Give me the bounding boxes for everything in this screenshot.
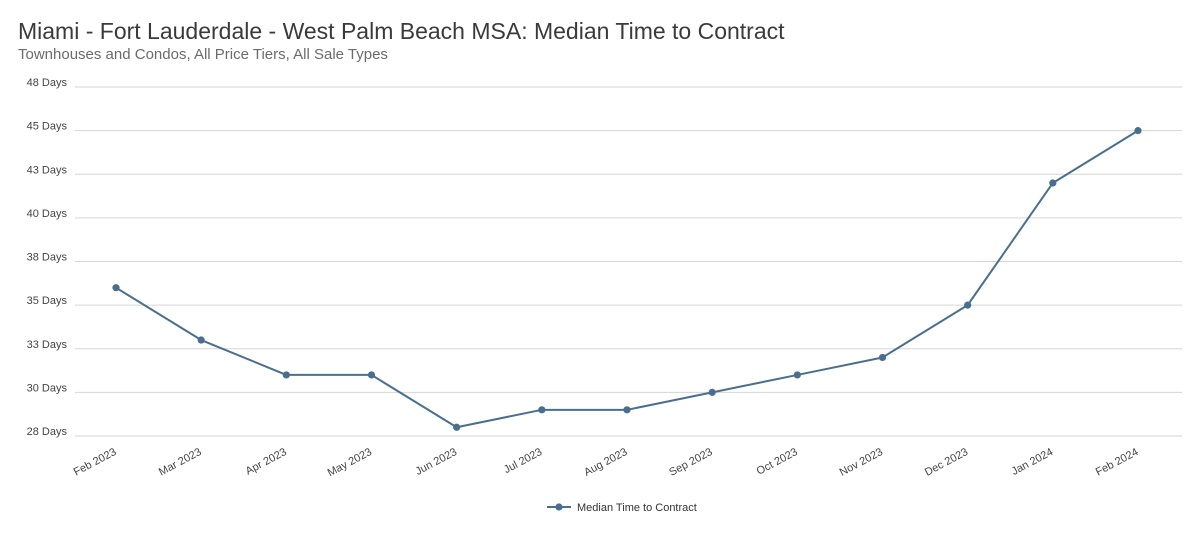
x-tick-label: Jun 2023 <box>413 446 459 478</box>
legend-dot-marker <box>555 503 563 511</box>
data-point[interactable] <box>453 423 461 431</box>
data-point[interactable] <box>878 353 887 362</box>
data-point[interactable] <box>793 371 801 379</box>
x-tick-label: Oct 2023 <box>755 446 800 478</box>
chart-title: Miami - Fort Lauderdale - West Palm Beac… <box>18 18 785 44</box>
x-tick-label: Feb 2024 <box>1094 446 1141 478</box>
data-point[interactable] <box>708 388 716 396</box>
x-tick-label: Sep 2023 <box>667 446 714 479</box>
y-tick-label: 40 Days <box>27 208 68 220</box>
x-tick-label: Feb 2023 <box>72 446 119 478</box>
x-tick-label: May 2023 <box>326 446 374 479</box>
x-tick-label: Apr 2023 <box>244 446 289 478</box>
y-tick-label: 45 Days <box>27 121 68 133</box>
legend[interactable]: Median Time to Contract <box>547 502 697 514</box>
data-point[interactable] <box>197 336 205 344</box>
data-point[interactable] <box>623 406 631 414</box>
y-tick-label: 43 Days <box>27 164 68 176</box>
data-point[interactable] <box>1049 179 1057 187</box>
x-axis-ticks: Feb 2023 Mar 2023 Apr 2023 May 2023 Jun 2023… <box>72 446 1141 479</box>
y-tick-label: 35 Days <box>27 295 68 307</box>
legend-label: Median Time to Contract <box>577 502 697 514</box>
data-point[interactable] <box>282 371 290 379</box>
series-line <box>115 129 1139 429</box>
data-point[interactable] <box>964 301 972 309</box>
series-layer <box>112 127 1142 431</box>
chart-subtitle: Townhouses and Condos, All Price Tiers, … <box>18 46 388 63</box>
y-axis-ticks: 28 Days 30 Days 33 Days 35 Days 38 Days 40 Da… <box>27 77 68 438</box>
x-tick-label: Jan 2024 <box>1010 446 1056 478</box>
data-point[interactable] <box>538 406 546 414</box>
x-tick-label: Mar 2023 <box>157 446 204 478</box>
y-tick-label: 48 Days <box>27 77 68 89</box>
data-point[interactable] <box>1134 127 1142 135</box>
x-tick-label: Nov 2023 <box>838 446 885 479</box>
y-tick-label: 30 Days <box>27 382 68 394</box>
y-tick-label: 28 Days <box>27 426 68 438</box>
y-tick-label: 38 Days <box>27 252 68 264</box>
grid-lines <box>75 86 1182 437</box>
y-tick-label: 33 Days <box>27 339 68 351</box>
x-tick-label: Jul 2023 <box>502 446 544 476</box>
x-tick-label: Aug 2023 <box>582 446 629 479</box>
data-point[interactable] <box>112 284 120 292</box>
data-point[interactable] <box>367 371 376 379</box>
x-tick-label: Dec 2023 <box>923 446 970 479</box>
